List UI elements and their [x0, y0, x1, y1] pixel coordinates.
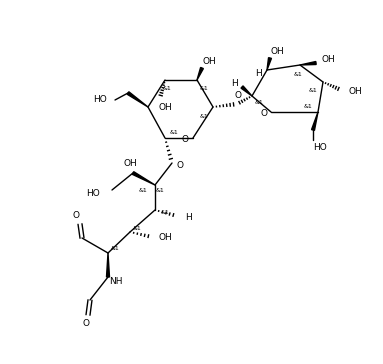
Text: O: O: [260, 108, 267, 118]
Text: OH: OH: [270, 47, 284, 56]
Text: OH: OH: [158, 103, 172, 111]
Text: O: O: [177, 161, 183, 170]
Text: &1: &1: [111, 245, 119, 250]
Text: HO: HO: [93, 95, 107, 103]
Text: O: O: [234, 91, 242, 100]
Text: &1: &1: [163, 87, 171, 91]
Text: H: H: [185, 213, 192, 222]
Text: HO: HO: [313, 142, 327, 151]
Text: OH: OH: [123, 158, 137, 167]
Text: NH: NH: [109, 277, 123, 285]
Polygon shape: [311, 112, 318, 130]
Text: &1: &1: [170, 131, 178, 135]
Text: OH: OH: [202, 58, 216, 67]
Text: &1: &1: [309, 88, 318, 94]
Text: &1: &1: [200, 114, 208, 119]
Text: &1: &1: [155, 187, 164, 193]
Text: O: O: [182, 135, 188, 143]
Text: &1: &1: [139, 187, 147, 193]
Text: &1: &1: [304, 103, 313, 108]
Polygon shape: [267, 58, 272, 70]
Text: O: O: [72, 211, 80, 221]
Text: O: O: [82, 320, 90, 328]
Text: &1: &1: [200, 87, 208, 91]
Text: &1: &1: [133, 226, 141, 230]
Text: OH: OH: [321, 55, 335, 64]
Text: H: H: [255, 68, 261, 78]
Polygon shape: [241, 86, 252, 96]
Polygon shape: [132, 172, 155, 185]
Text: HO: HO: [86, 189, 100, 198]
Text: H: H: [231, 79, 237, 88]
Text: &1: &1: [160, 210, 169, 214]
Polygon shape: [127, 92, 148, 107]
Polygon shape: [197, 67, 203, 80]
Polygon shape: [106, 253, 110, 277]
Text: &1: &1: [255, 99, 264, 104]
Text: OH: OH: [158, 233, 172, 242]
Polygon shape: [300, 62, 316, 65]
Text: OH: OH: [348, 87, 362, 96]
Text: &1: &1: [294, 71, 302, 76]
